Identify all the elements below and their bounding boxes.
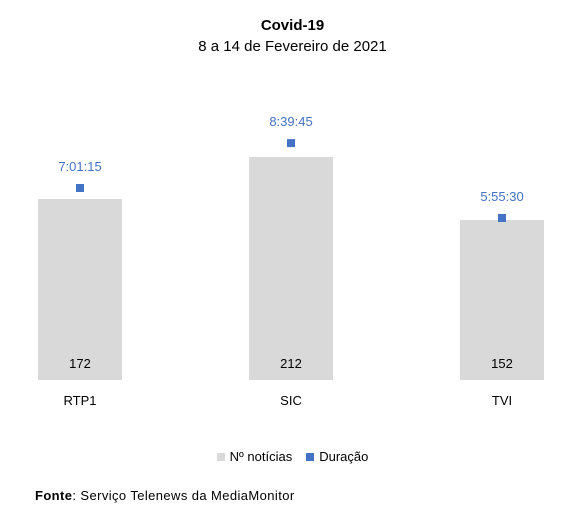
- legend-label-duracao: Duração: [319, 449, 369, 464]
- duration-marker-rtp1: [76, 184, 84, 192]
- source-label: Fonte: [35, 488, 73, 503]
- duration-label-tvi: 5:55:30: [480, 189, 523, 204]
- bar-sic: [249, 156, 333, 380]
- chart-title: Covid-19: [260, 17, 325, 34]
- legend-item-noticias: Nº notícias: [216, 449, 293, 464]
- legend-swatch-noticias: [216, 452, 225, 461]
- category-label-sic: SIC: [280, 393, 302, 408]
- chart-plot-area: 172 RTP1 7:01:15 212 SIC 8:39:45 152 TVI 5:55:30: [38, 114, 544, 408]
- duration-label-rtp1: 7:01:15: [58, 159, 101, 174]
- bar-value-label-tvi: 152: [491, 356, 513, 371]
- category-label-rtp1: RTP1: [64, 393, 97, 408]
- bar-value-label-sic: 212: [280, 356, 302, 371]
- duration-label-sic: 8:39:45: [269, 114, 312, 129]
- duration-marker-tvi: [498, 213, 506, 222]
- bar-rtp1: [38, 199, 122, 380]
- legend-swatch-duracao: [306, 452, 315, 461]
- category-label-tvi: TVI: [492, 393, 512, 408]
- bar-tvi: [460, 220, 544, 380]
- chart-subtitle: 8 a 14 de Fevereiro de 2021: [198, 38, 387, 55]
- source-note: Fonte: Serviço Telenews da MediaMonitor: [35, 488, 295, 503]
- source-text: : Serviço Telenews da MediaMonitor: [72, 488, 295, 503]
- legend-item-duracao: Duração: [306, 449, 368, 464]
- legend-label-noticias: Nº notícias: [229, 449, 293, 464]
- bar-value-label-rtp1: 172: [69, 356, 91, 371]
- duration-marker-sic: [287, 139, 295, 148]
- chart-legend: Nº notícias Duração: [0, 449, 585, 464]
